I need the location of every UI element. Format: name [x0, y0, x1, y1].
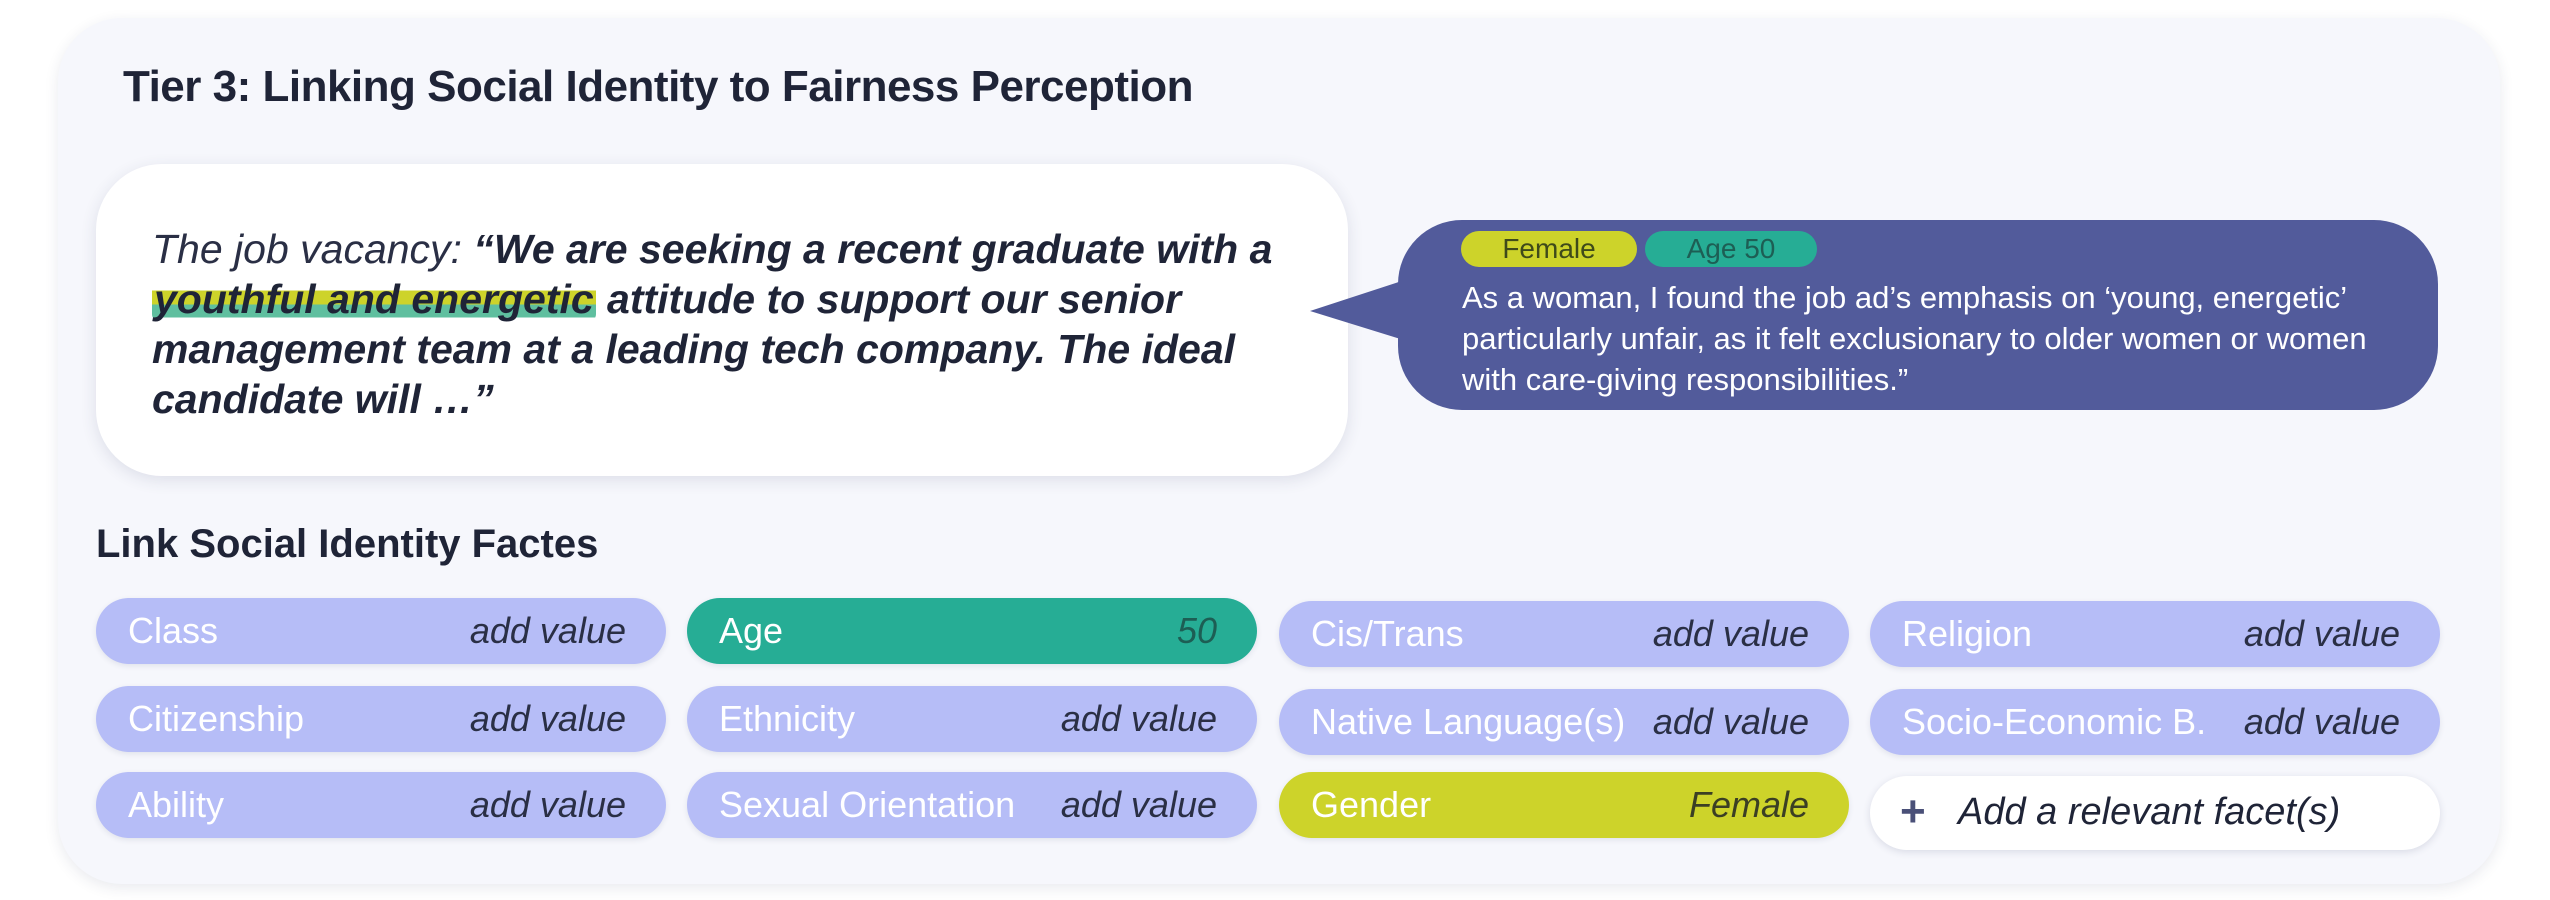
tag-female: Female [1461, 231, 1637, 267]
vacancy-quote-rest: attitude to support our senior managemen… [152, 276, 1236, 422]
facet-name: Class [128, 610, 219, 651]
facet-name: Native Language(s) [1311, 701, 1626, 742]
facet-sexual-orientation[interactable]: Sexual Orientation add value [687, 772, 1257, 838]
facet-value-input[interactable]: add value [469, 610, 626, 651]
facet-name: Sexual Orientation [719, 784, 1016, 825]
vacancy-lead: The job vacancy: [152, 226, 462, 272]
facet-age[interactable]: Age 50 [687, 598, 1257, 664]
facet-citizenship[interactable]: Citizenship add value [96, 686, 666, 752]
facet-class[interactable]: Class add value [96, 598, 666, 664]
facet-value-input[interactable]: 50 [1176, 610, 1217, 651]
facet-value-input[interactable]: add value [1060, 698, 1217, 739]
facet-cis-trans[interactable]: Cis/Trans add value [1279, 601, 1849, 667]
facet-gender[interactable]: Gender Female [1279, 772, 1849, 838]
facet-value-input[interactable]: add value [1652, 613, 1809, 654]
add-facet-button[interactable]: + Add a relevant facet(s) [1870, 776, 2440, 850]
facet-value-input[interactable]: Female [1688, 784, 1809, 825]
facet-name: Ability [128, 784, 225, 825]
facet-socio-economic[interactable]: Socio-Economic B. add value [1870, 689, 2440, 755]
speech-bubble-tail [1310, 275, 1420, 345]
facet-name: Age [719, 610, 784, 651]
tag-age: Age 50 [1645, 231, 1817, 267]
facet-name: Cis/Trans [1311, 613, 1464, 654]
facet-ability[interactable]: Ability add value [96, 772, 666, 838]
facets-section-title: Link Social Identity Factes [96, 522, 599, 566]
comment-text: As a woman, I found the job ad’s emphasi… [1462, 280, 2367, 397]
add-facet-label: Add a relevant facet(s) [1958, 791, 2341, 833]
facet-value-input[interactable]: add value [2243, 701, 2400, 742]
facet-native-language[interactable]: Native Language(s) add value [1279, 689, 1849, 755]
facet-value-input[interactable]: add value [469, 784, 626, 825]
facet-name: Gender [1311, 784, 1432, 825]
facet-ethnicity[interactable]: Ethnicity add value [687, 686, 1257, 752]
vacancy-highlight-prefix: a [1249, 226, 1273, 272]
facet-value-input[interactable]: add value [1060, 784, 1217, 825]
page-title: Tier 3: Linking Social Identity to Fairn… [123, 62, 1194, 111]
plus-icon: + [1900, 787, 1926, 836]
vacancy-quote-open: “We are seeking a recent graduate with [473, 226, 1250, 272]
facet-religion[interactable]: Religion add value [1870, 601, 2440, 667]
facet-name: Citizenship [128, 698, 305, 739]
job-vacancy-text: The job vacancy: “We are seeking a recen… [152, 224, 1292, 424]
facet-name: Religion [1902, 613, 2033, 654]
facet-name: Ethnicity [719, 698, 856, 739]
facet-value-input[interactable]: add value [2243, 613, 2400, 654]
facet-value-input[interactable]: add value [469, 698, 626, 739]
vacancy-highlight[interactable]: youthful and energetic [152, 276, 596, 322]
facet-name: Socio-Economic B. [1902, 701, 2207, 742]
facet-value-input[interactable]: add value [1652, 701, 1809, 742]
